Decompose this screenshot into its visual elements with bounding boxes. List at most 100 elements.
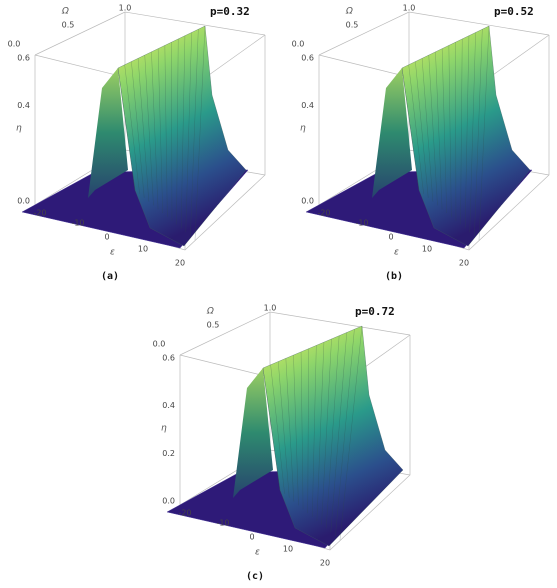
eta-tick-label: 0.6 <box>301 54 314 63</box>
surface-mesh <box>124 64 140 194</box>
surface-mesh <box>442 48 447 214</box>
eps-tick-label: 20 <box>459 259 469 268</box>
surface-mesh <box>278 361 290 498</box>
eps-tick-label: 0 <box>104 233 109 242</box>
surface-mesh <box>190 29 199 237</box>
surface-mesh <box>270 364 285 494</box>
eps-label: ε <box>394 248 399 258</box>
surface-mesh <box>262 367 281 491</box>
eta-tick-label: 0.2 <box>162 449 175 458</box>
surface-mesh <box>465 35 470 229</box>
eta-label: η <box>300 124 306 134</box>
eta-tick-label: 0.6 <box>17 54 30 63</box>
eps-tick-label: 0 <box>249 533 254 542</box>
surface-ridge <box>117 25 247 247</box>
panel-title: p=0.72 <box>355 305 395 318</box>
omega-label: Ω <box>61 7 69 17</box>
eps-tick-label: -20 <box>317 209 330 218</box>
eta-tick-label: 0.4 <box>162 401 175 410</box>
surface-left <box>372 68 412 198</box>
surface-mesh <box>321 338 332 525</box>
surface-mesh <box>158 48 163 214</box>
omega-tick-label: 0.5 <box>62 21 75 30</box>
surface-ridge <box>401 25 531 247</box>
eta-tick-label: 0.0 <box>301 197 314 206</box>
panel-caption: (a) <box>101 271 119 282</box>
surface-mesh <box>307 348 309 514</box>
surface-mesh <box>293 355 299 506</box>
eps-tick-label: 20 <box>175 259 185 268</box>
eps-tick-label: -20 <box>178 509 191 518</box>
eps-tick-label: -10 <box>216 519 229 528</box>
eps-tick-label: 20 <box>320 559 330 568</box>
surface-mesh <box>428 55 438 206</box>
omega-tick-label: 1.0 <box>403 4 416 13</box>
panel: p=0.52 (b) η ε Ω 0.0 0.4 0.6 -20 -10 0 10 20 0.0 0.5 1.… <box>292 4 550 282</box>
surface-mesh <box>117 67 136 191</box>
surface-mesh <box>300 351 304 510</box>
eta-tick-label: 0.0 <box>17 197 30 206</box>
panel-caption: (c) <box>246 571 264 582</box>
surface-mesh <box>460 38 463 225</box>
surface-mesh <box>415 61 429 198</box>
omega-tick-label: 0.5 <box>207 321 220 330</box>
eps-tick-label: -10 <box>355 219 368 228</box>
surface-mesh <box>185 32 192 233</box>
box-edge <box>179 311 411 356</box>
omega-tick-label: 1.0 <box>119 4 132 13</box>
omega-tick-label: 0.0 <box>292 40 305 49</box>
surface-mesh <box>137 58 149 202</box>
surface-mesh <box>469 32 476 233</box>
eps-tick-label: -10 <box>71 219 84 228</box>
eps-tick-label: 0 <box>388 233 393 242</box>
omega-tick-label: 1.0 <box>264 304 277 313</box>
omega-tick-label: 0.5 <box>346 21 359 30</box>
surface-mesh <box>435 51 443 210</box>
surface-left <box>233 368 273 498</box>
eps-label: ε <box>110 248 115 258</box>
surface-mesh <box>339 325 363 541</box>
surface-mesh <box>408 64 424 194</box>
panel: p=0.72 (c) η ε Ω 0.0 0.2 0.4 0.6 -20 -10 0 10 20 0.0 0.… <box>153 304 411 582</box>
surface-mesh <box>144 55 154 206</box>
box-edge <box>318 11 550 56</box>
surface-mesh <box>421 58 433 202</box>
eps-label: ε <box>255 548 260 558</box>
surface-mesh <box>285 358 294 502</box>
surface-mesh <box>151 51 159 210</box>
panel: p=0.32 (a) η ε Ω 0.0 0.4 0.6 -20 -10 0 10 20 0.0 0.5 1.… <box>8 4 266 282</box>
surface-mesh <box>401 67 420 191</box>
surface-mesh <box>330 332 347 533</box>
panel-title: p=0.32 <box>210 5 250 18</box>
eta-tick-label: 0.4 <box>17 101 30 110</box>
panel-title: p=0.52 <box>494 5 534 18</box>
surface-mesh <box>478 25 490 241</box>
surface-left <box>88 68 128 198</box>
surface-mesh <box>194 25 206 241</box>
eps-tick-label: 10 <box>138 245 148 254</box>
omega-label: Ω <box>206 307 214 317</box>
eps-tick-label: 10 <box>422 245 432 254</box>
surface-mesh <box>131 61 145 198</box>
surface-mesh <box>164 45 168 217</box>
omega-tick-label: 0.0 <box>8 40 21 49</box>
omega-tick-label: 0.0 <box>153 340 166 349</box>
box-edge <box>34 11 266 56</box>
eta-tick-label: 0.6 <box>162 354 175 363</box>
eta-tick-label: 0.4 <box>301 101 314 110</box>
eta-tick-label: 0.0 <box>162 497 175 506</box>
omega-label: Ω <box>345 7 353 17</box>
surface-mesh <box>312 345 317 517</box>
surface-mesh <box>326 335 340 529</box>
panel-caption: (b) <box>385 271 403 282</box>
eta-label: η <box>16 124 22 134</box>
surface-mesh <box>176 38 179 225</box>
eta-label: η <box>161 424 167 434</box>
surface-mesh <box>181 35 186 229</box>
eps-tick-label: 10 <box>283 545 293 554</box>
surface-mesh <box>448 45 452 217</box>
eps-tick-label: -20 <box>33 209 46 218</box>
surface-mesh <box>474 29 483 237</box>
surface-mesh <box>316 342 325 521</box>
